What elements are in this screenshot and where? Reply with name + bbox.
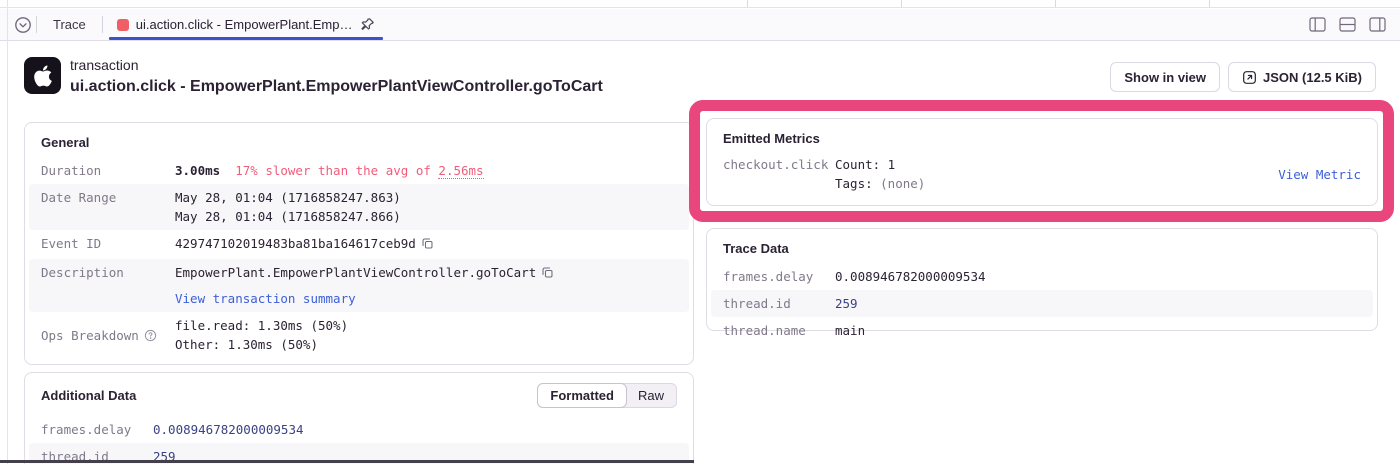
additional-data-section: Additional Data Formatted Raw frames.del… [24,372,694,464]
additional-data-heading: Additional Data [41,388,137,403]
help-icon[interactable] [144,329,157,342]
raw-toggle-button[interactable]: Raw [637,388,664,403]
view-metric-link[interactable]: View Metric [1278,167,1361,182]
trace-data-section: Trace Data frames.delay 0.00894678200000… [706,228,1378,338]
date-range-start: May 28, 01:04 (1716858247.863) [175,190,401,205]
layout-panel-right-icon[interactable] [1369,17,1386,32]
general-section: General Duration 3.00ms 17% slower than … [24,122,694,365]
frames-delay-key: frames.delay [41,422,132,437]
ops-line-2: Other: 1.30ms (50%) [175,337,318,352]
layout-panel-left-icon[interactable] [1309,17,1326,32]
copy-icon[interactable] [421,238,434,253]
ops-line-1: file.read: 1.30ms (50%) [175,318,349,333]
tab-divider [36,16,37,33]
date-range-key: Date Range [41,190,117,205]
frames-delay-value: 0.008946782000009534 [153,422,304,437]
tab-trace[interactable]: Trace [53,17,86,32]
frames-delay-key: frames.delay [723,269,814,284]
event-type-label: transaction [70,57,139,73]
viewport-cut-edge [0,460,694,463]
column-divider [1209,0,1210,7]
metric-values: Count: 1 Tags: (none) [835,155,1278,193]
cutoff-table-strip [0,0,1400,8]
thread-id-value: 259 [835,296,858,311]
duration-comparison: 17% slower than the avg of [235,163,439,178]
general-heading: General [41,135,90,150]
thread-id-key: thread.id [723,296,791,311]
metric-tags-value: (none) [880,176,926,191]
transaction-color-swatch [116,18,129,31]
trace-data-heading: Trace Data [723,241,789,256]
pin-icon[interactable] [360,17,375,32]
panel-left-edge [7,0,8,464]
external-link-icon [1242,70,1257,85]
copy-icon[interactable] [541,267,554,282]
row-thread-name: thread.name main [711,317,1373,344]
duration-average[interactable]: 2.56ms [438,163,484,179]
duration-key: Duration [41,163,102,178]
emitted-metrics-section: Emitted Metrics checkout.click Count: 1 … [706,118,1378,206]
row-description: Description EmpowerPlant.EmpowerPlantVie… [29,259,689,312]
row-duration: Duration 3.00ms 17% slower than the avg … [29,157,689,184]
header-actions: Show in view JSON (12.5 KiB) [1110,62,1376,92]
formatted-toggle-button[interactable]: Formatted [537,383,627,408]
show-in-view-label: Show in view [1124,69,1207,85]
column-divider [901,0,902,7]
view-transaction-summary-link[interactable]: View transaction summary [175,291,356,306]
json-download-button[interactable]: JSON (12.5 KiB) [1228,62,1376,92]
thread-name-value: main [835,323,866,338]
row-frames-delay: frames.delay 0.008946782000009534 [29,416,689,443]
ops-breakdown-key: Ops Breakdown [41,316,175,354]
row-frames-delay: frames.delay 0.008946782000009534 [711,263,1373,290]
format-toggle: Formatted Raw [537,383,677,408]
apple-platform-icon [24,57,61,94]
tab-divider [101,16,103,33]
layout-controls [1309,17,1386,32]
frames-delay-value: 0.008946782000009534 [835,269,986,284]
description-key: Description [41,265,124,280]
tab-transaction-active[interactable]: ui.action.click - EmpowerPlant.Emp… [107,9,385,40]
header-text: transaction ui.action.click - EmpowerPla… [70,56,603,98]
metric-tags-label: Tags: [835,176,881,191]
json-button-label: JSON (12.5 KiB) [1263,69,1362,85]
collapse-chevron-icon[interactable] [14,16,32,34]
emitted-metrics-heading: Emitted Metrics [723,131,820,146]
event-id-key: Event ID [41,236,102,251]
drawer-tab-bar: Trace ui.action.click - EmpowerPlant.Emp… [0,9,1400,41]
row-event-id: Event ID 429747102019483ba81ba164617ceb9… [29,230,689,259]
date-range-end: May 28, 01:04 (1716858247.866) [175,209,401,224]
row-date-range: Date Range May 28, 01:04 (1716858247.863… [29,184,689,230]
show-in-view-button[interactable]: Show in view [1110,62,1221,92]
page-title: ui.action.click - EmpowerPlant.EmpowerPl… [70,78,603,95]
column-divider [1055,0,1056,7]
layout-panel-bottom-icon[interactable] [1339,17,1356,32]
active-tab-label: ui.action.click - EmpowerPlant.Emp… [135,17,353,32]
column-divider [747,0,748,7]
description-value: EmpowerPlant.EmpowerPlantViewController.… [175,265,537,280]
row-ops-breakdown: Ops Breakdown file.read: 1.30ms (50%) Oth… [29,312,689,358]
metric-name: checkout.click [723,157,829,172]
duration-value: 3.00ms [175,163,221,178]
metric-count: Count: 1 [835,157,896,172]
metric-row: checkout.click Count: 1 Tags: (none) Vie… [707,153,1377,193]
event-id-value: 429747102019483ba81ba164617ceb9d [175,236,416,251]
ops-breakdown-label: Ops Breakdown [41,327,139,343]
row-thread-id: thread.id 259 [711,290,1373,317]
thread-name-key: thread.name [723,323,806,338]
